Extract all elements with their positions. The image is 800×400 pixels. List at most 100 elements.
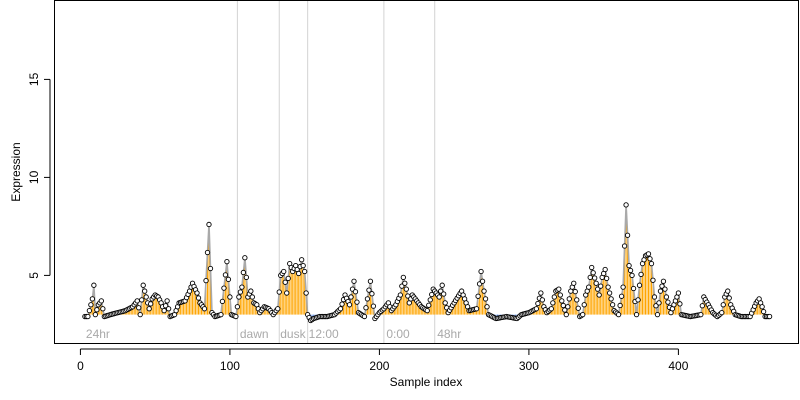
data-point [598, 283, 604, 289]
data-point [243, 274, 250, 281]
data-point [236, 294, 242, 300]
data-point [337, 306, 344, 312]
data-point [249, 294, 255, 300]
data-point [620, 284, 626, 290]
data-point [366, 287, 372, 293]
data-point [482, 296, 489, 302]
data-point [222, 272, 229, 278]
data-point [424, 308, 430, 314]
data-point [303, 290, 309, 296]
data-point [596, 292, 602, 298]
data-point [369, 291, 375, 297]
data-point [605, 284, 611, 290]
data-point [606, 290, 613, 296]
data-point [237, 289, 244, 295]
data-point [645, 251, 652, 257]
data-point [281, 268, 287, 275]
data-point [638, 271, 644, 278]
data-point [92, 311, 99, 318]
data-point [572, 288, 578, 295]
data-point [663, 294, 670, 300]
data-point [161, 308, 167, 314]
data-point [592, 275, 598, 281]
data-point [633, 311, 640, 318]
data-point [146, 306, 152, 312]
data-point [139, 297, 145, 303]
data-point [206, 221, 212, 228]
segment-label: dusk [280, 327, 306, 341]
data-point [621, 243, 628, 249]
y-tick-label: 10 [27, 170, 41, 184]
data-point [648, 260, 655, 267]
data-point [608, 296, 614, 302]
data-point [142, 288, 148, 294]
data-point [282, 279, 288, 285]
data-point [479, 278, 486, 284]
data-point [566, 296, 572, 302]
data-point [201, 306, 208, 312]
data-point [548, 306, 554, 312]
data-point [275, 306, 281, 312]
data-point [164, 298, 170, 304]
data-point [439, 282, 445, 288]
data-point [240, 269, 247, 276]
data-point [759, 304, 765, 310]
data-point [194, 290, 200, 296]
data-point [227, 294, 233, 300]
data-point [533, 306, 540, 312]
data-point [137, 311, 143, 318]
data-point [403, 286, 409, 292]
data-point [627, 267, 634, 274]
data-point [654, 311, 661, 318]
data-point [539, 297, 546, 303]
data-point [89, 296, 96, 302]
y-axis-title: Expression [9, 142, 23, 201]
x-tick-label: 200 [369, 359, 389, 373]
data-point [550, 300, 556, 306]
data-point [562, 307, 568, 313]
data-point [91, 282, 97, 288]
data-point [586, 284, 592, 290]
data-point [766, 313, 773, 320]
data-point [677, 301, 683, 307]
segment-label: dawn [240, 327, 269, 341]
data-point [602, 266, 608, 273]
data-point [665, 299, 671, 305]
data-point [484, 304, 490, 310]
data-point [590, 270, 596, 276]
data-point [207, 265, 214, 272]
data-point [348, 294, 354, 300]
data-point [698, 311, 704, 318]
y-tick-label: 15 [27, 72, 41, 86]
data-point [204, 249, 211, 256]
data-point [346, 302, 353, 308]
data-point [580, 311, 586, 318]
data-point [299, 257, 305, 263]
data-point [442, 300, 448, 306]
data-point [339, 301, 345, 307]
data-point [551, 294, 557, 300]
data-point [574, 297, 580, 303]
data-point [242, 255, 248, 261]
data-point [296, 270, 302, 277]
data-point [94, 307, 100, 313]
data-point [617, 302, 623, 309]
data-point [657, 288, 664, 294]
data-point [441, 291, 447, 297]
data-point [660, 278, 667, 284]
segment-label: 48hr [437, 327, 461, 341]
y-axis: 5 10 15 [27, 72, 51, 279]
data-point [635, 297, 641, 303]
data-point [233, 313, 239, 320]
data-point [656, 300, 662, 306]
x-tick-label: 400 [668, 359, 688, 373]
data-point [351, 278, 357, 284]
data-point [538, 290, 544, 296]
data-point [429, 291, 435, 298]
y-tick-label: 5 [27, 272, 41, 279]
data-point [234, 304, 241, 310]
data-point [615, 311, 622, 318]
data-point [364, 296, 371, 302]
data-point [535, 300, 541, 307]
